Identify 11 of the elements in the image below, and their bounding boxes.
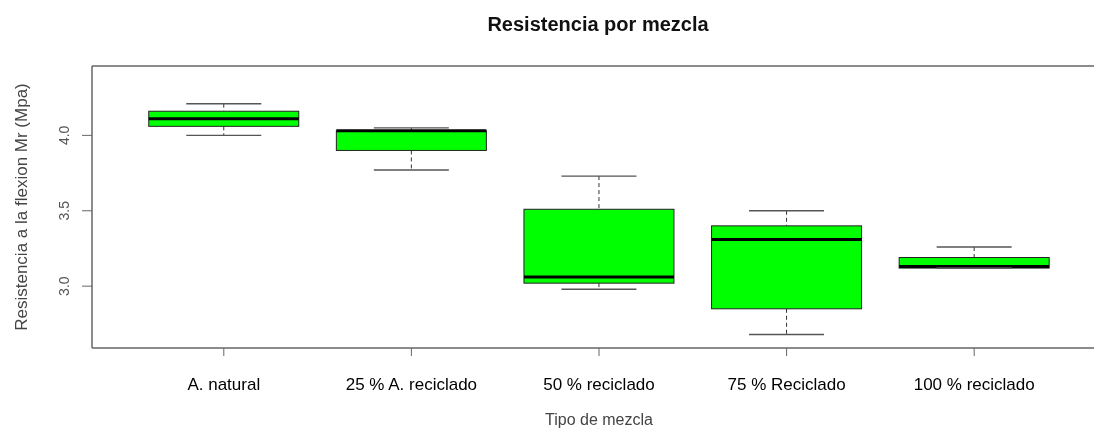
x-tick-label: 100 % reciclado [913, 375, 1035, 395]
x-tick-label: 25 % A. reciclado [345, 375, 478, 395]
chart-title: Resistencia por mezcla [487, 13, 709, 36]
y-tick-label: 4.0 [56, 125, 72, 146]
y-tick-label: 3.5 [56, 200, 72, 221]
x-tick-label: 50 % reciclado [543, 375, 655, 395]
x-axis-title: Tipo de mezcla [545, 411, 653, 429]
x-tick-label: 75 % Reciclado [727, 375, 846, 395]
y-axis-title: Resistencia a la flexion Mr (Mpa) [12, 83, 32, 331]
x-tick-label: A. natural [187, 375, 261, 395]
y-tick-label: 3.0 [56, 276, 72, 296]
